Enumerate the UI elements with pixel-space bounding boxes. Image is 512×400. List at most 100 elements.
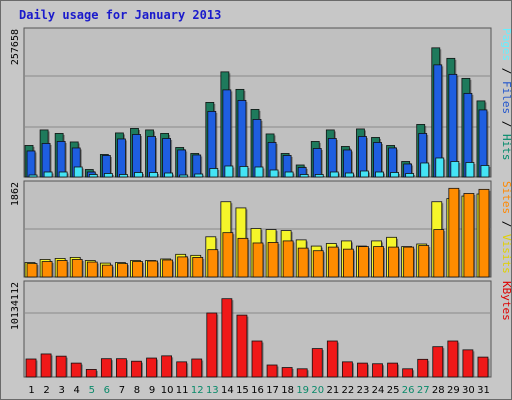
sites-bar: [252, 242, 264, 278]
files-bar: [177, 149, 187, 178]
sites-bar: [207, 249, 219, 278]
day-label: 4: [74, 385, 80, 396]
day-label: 20: [311, 385, 324, 396]
day-label: 18: [281, 385, 294, 396]
files-bar: [132, 134, 141, 178]
sites-bar: [71, 259, 83, 278]
day-label: 19: [296, 385, 309, 396]
kbytes-bar: [131, 360, 142, 378]
pages-bar: [58, 171, 68, 178]
sites-bar: [147, 260, 158, 278]
sites-bar: [403, 246, 415, 278]
kbytes-bar: [55, 355, 67, 378]
pages-bar: [420, 162, 430, 178]
day-label: 26: [402, 385, 415, 396]
sites-bar: [41, 261, 53, 278]
sites-bar: [162, 259, 174, 278]
pages-bar: [43, 171, 53, 178]
legend-entry: /: [500, 114, 512, 134]
sites-bar: [177, 256, 189, 278]
files-bar: [237, 99, 247, 178]
day-label: 5: [89, 385, 95, 396]
day-label: 13: [206, 385, 219, 396]
day-label: 22: [342, 385, 355, 396]
kbytes-bar: [372, 363, 383, 378]
kbytes-bar: [40, 353, 52, 378]
day-label: 31: [477, 385, 490, 396]
kbytes-bar: [100, 358, 112, 378]
day-label: 12: [191, 385, 204, 396]
day-label: 7: [119, 385, 125, 396]
sites-bar: [282, 240, 294, 278]
sites-bar: [222, 232, 234, 278]
legend-entry: Visits: [500, 234, 512, 274]
kbytes-bar: [251, 340, 263, 378]
files-bar: [312, 148, 322, 178]
pages-bar: [134, 172, 143, 178]
day-label: 21: [326, 385, 339, 396]
kbytes-bar: [70, 362, 82, 378]
hits-legend: Pages / Files / Hits: [500, 28, 512, 161]
kbytes-bar: [176, 361, 188, 378]
legend-entry: Sites: [500, 181, 512, 214]
sites-bar: [448, 187, 460, 278]
day-label: 2: [43, 385, 49, 396]
visits-legend: Sites / Visits: [500, 181, 512, 274]
legend-entry: Files: [500, 81, 512, 114]
kbytes-bar: [206, 312, 218, 378]
sites-bar: [418, 245, 430, 278]
pages-bar: [314, 174, 324, 178]
day-label: 30: [462, 385, 475, 396]
day-label: 1: [28, 385, 34, 396]
kbytes-max-label: 10134112: [10, 282, 21, 330]
pages-bar: [239, 166, 249, 178]
kbytes-bar: [236, 314, 248, 378]
sites-bar: [463, 193, 475, 278]
kbytes-bar: [311, 348, 323, 378]
kbytes-bar: [85, 369, 97, 378]
pages-bar: [375, 171, 384, 178]
sites-bar: [192, 257, 204, 278]
kbytes-bar: [25, 358, 37, 378]
hits-panel: 257658 Pages / Files / Hits: [10, 27, 512, 178]
kbytes-bar: [281, 367, 293, 378]
sites-bar: [56, 260, 68, 278]
day-label: 9: [149, 385, 155, 396]
visits-panel: 1862 Sites / Visits: [10, 180, 512, 278]
hits-max-label: 257658: [10, 29, 21, 65]
sites-bar: [86, 261, 98, 278]
pages-bar: [224, 165, 234, 178]
pages-bar: [329, 171, 339, 178]
sites-bar: [26, 263, 38, 278]
day-label: 28: [432, 385, 445, 396]
kbytes-bar: [417, 358, 429, 378]
pages-bar: [73, 166, 83, 178]
files-bar: [147, 136, 156, 178]
pages-bar: [28, 174, 38, 178]
kbytes-bar: [191, 358, 203, 378]
day-axis: 1 2 3 4 5 6 7 8 9 10 11 12 13 14 15 16 17 18 19 20 21 22 23 24 2…: [28, 385, 489, 396]
pages-bar: [480, 165, 490, 178]
pages-bar: [119, 174, 128, 178]
kbytes-bar: [387, 362, 398, 378]
day-label: 16: [251, 385, 264, 396]
sites-bar: [433, 229, 445, 278]
pages-bar: [254, 166, 264, 178]
day-label: 25: [387, 385, 400, 396]
day-label: 24: [372, 385, 385, 396]
kbytes-bar: [447, 340, 459, 378]
pages-bar: [405, 173, 415, 178]
pages-bar: [450, 161, 460, 178]
sites-bar: [388, 246, 399, 278]
sites-bar: [297, 247, 309, 278]
day-label: 6: [104, 385, 110, 396]
pages-bar: [88, 174, 98, 178]
kbytes-bar: [432, 346, 444, 378]
day-label: 3: [58, 385, 64, 396]
pages-bar: [360, 170, 369, 178]
sites-bar: [237, 237, 249, 278]
day-label: 8: [134, 385, 140, 396]
sites-bar: [117, 263, 128, 278]
files-bar: [222, 89, 232, 178]
sites-bar: [267, 242, 279, 278]
